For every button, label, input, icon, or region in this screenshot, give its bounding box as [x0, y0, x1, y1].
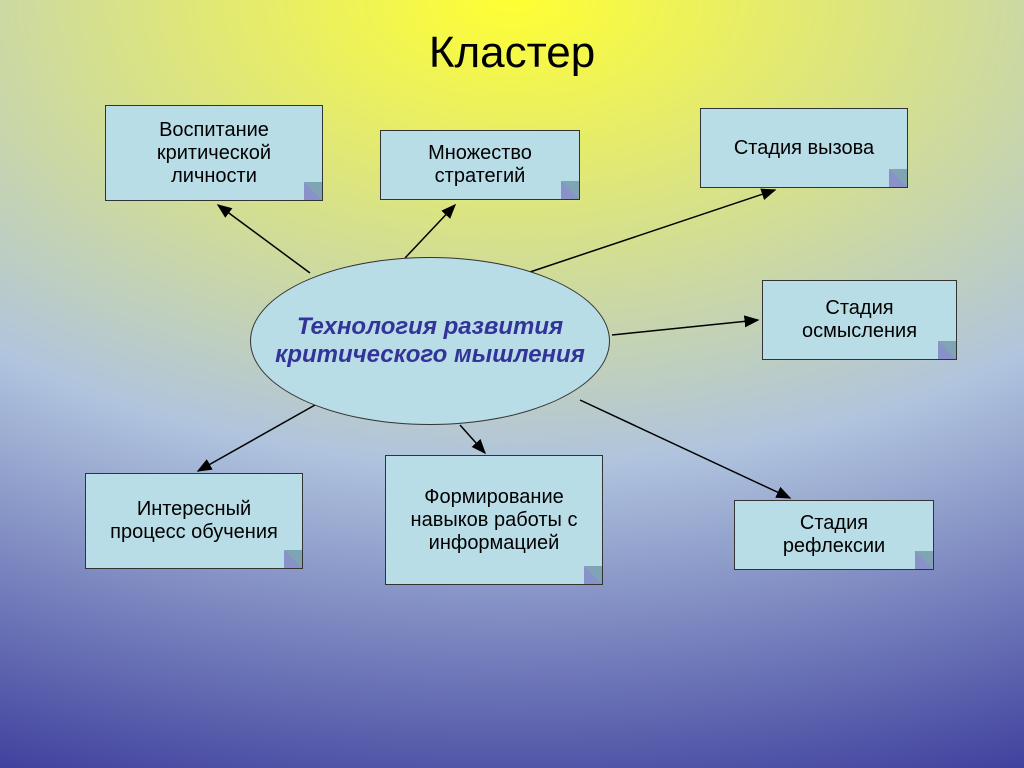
- page-fold-icon: [584, 566, 602, 584]
- page-title: Кластер: [429, 28, 595, 78]
- concept-node-label: Воспитание критической личности: [118, 119, 310, 188]
- concept-node-label: Стадия осмысления: [775, 297, 944, 343]
- center-concept-label: Технология развития критического мышлени…: [275, 313, 585, 369]
- concept-node-label: Стадия вызова: [713, 137, 895, 160]
- concept-node-reflection-stage: Стадия рефлексии: [734, 500, 934, 570]
- concept-node-education-personality: Воспитание критической личности: [105, 105, 323, 201]
- page-fold-icon: [938, 341, 956, 359]
- page-fold-icon: [915, 551, 933, 569]
- concept-node-label: Множество стратегий: [393, 142, 567, 188]
- concept-node-label: Стадия рефлексии: [747, 512, 921, 558]
- page-fold-icon: [889, 169, 907, 187]
- concept-node-label: Интересный процесс обучения: [98, 498, 290, 544]
- concept-node-label: Формирование навыков работы с информацие…: [398, 486, 590, 555]
- concept-node-many-strategies: Множество стратегий: [380, 130, 580, 200]
- page-fold-icon: [561, 181, 579, 199]
- concept-node-skills-formation: Формирование навыков работы с информацие…: [385, 455, 603, 585]
- page-fold-icon: [284, 550, 302, 568]
- concept-node-challenge-stage: Стадия вызова: [700, 108, 908, 188]
- page-fold-icon: [304, 182, 322, 200]
- center-concept: Технология развития критического мышлени…: [250, 257, 610, 425]
- concept-node-comprehension-stage: Стадия осмысления: [762, 280, 957, 360]
- concept-node-interesting-process: Интересный процесс обучения: [85, 473, 303, 569]
